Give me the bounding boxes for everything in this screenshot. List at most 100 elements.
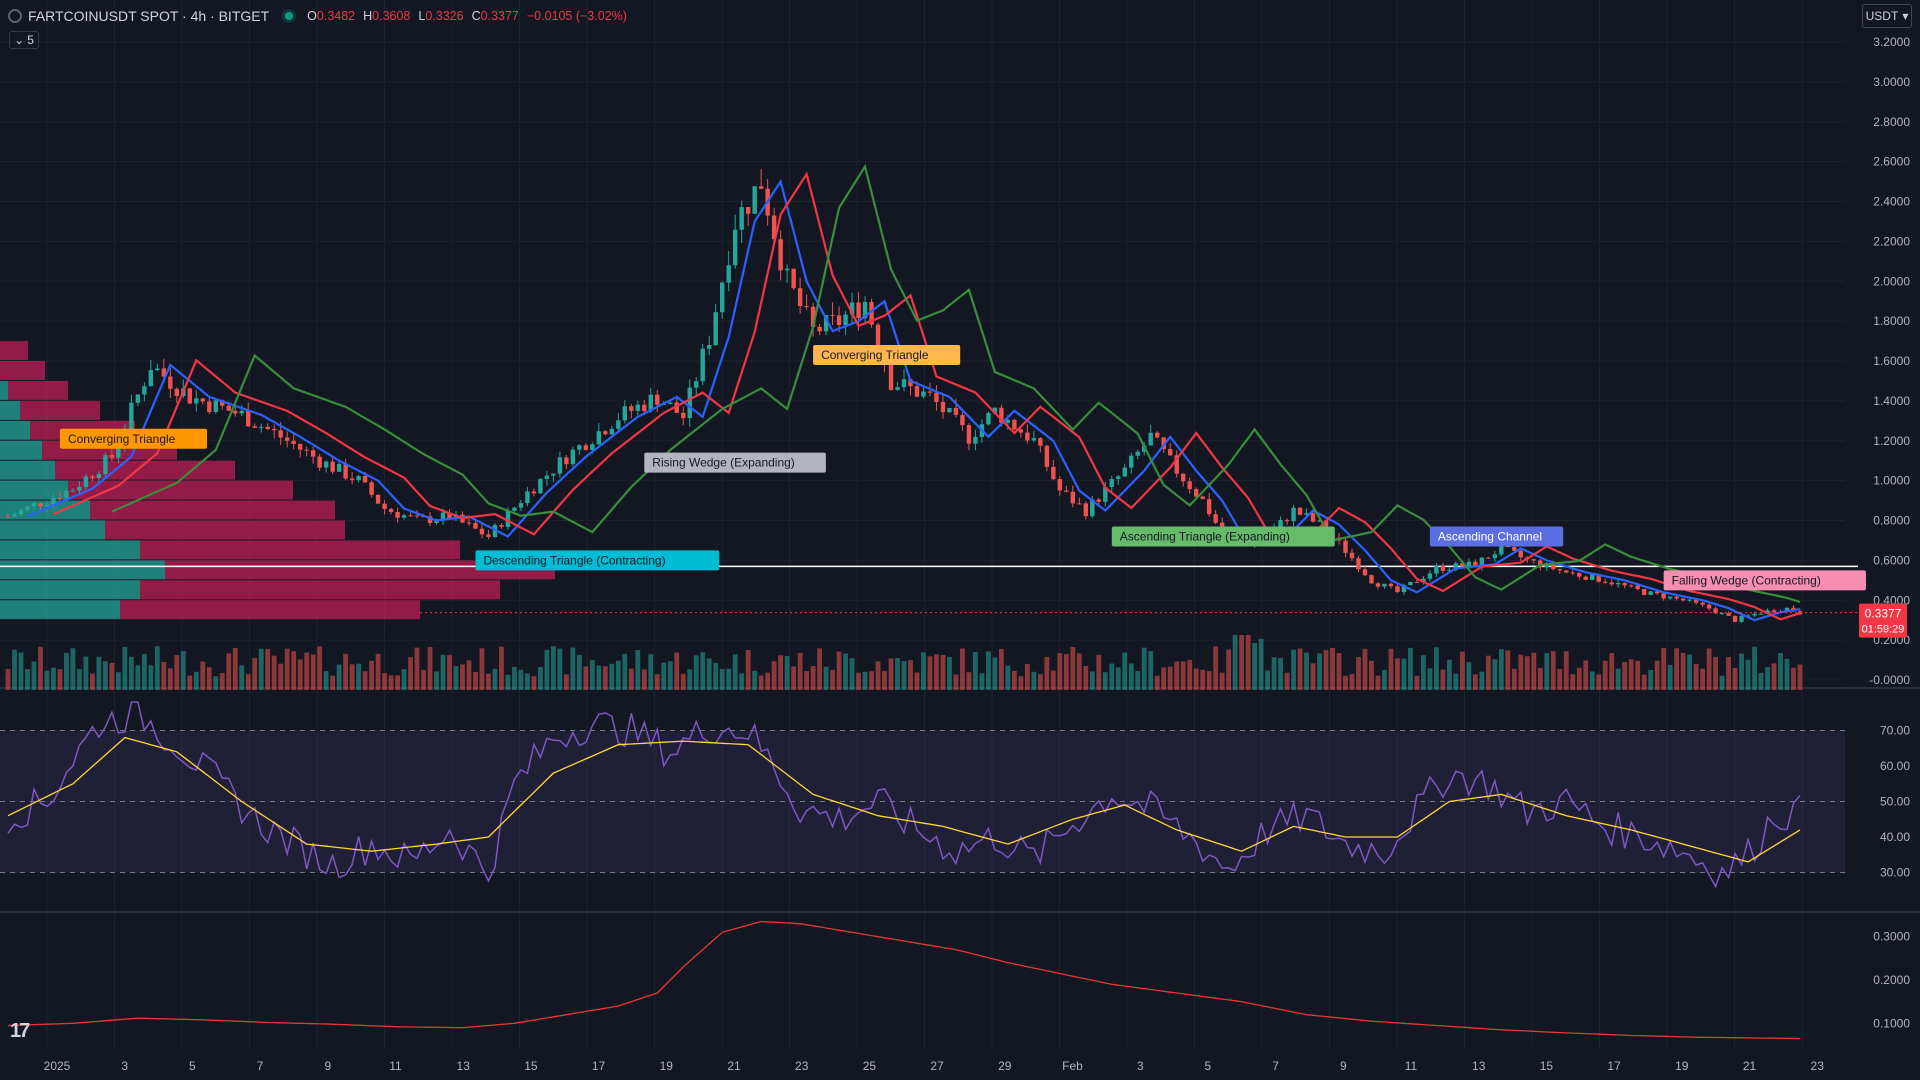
- volume-bar: [57, 669, 63, 690]
- volume-bar: [310, 654, 316, 690]
- rsi-tick-label: 30.00: [1880, 866, 1910, 880]
- candle-body: [525, 491, 530, 504]
- candle-body: [1187, 481, 1192, 490]
- candle-body: [1161, 437, 1166, 450]
- volume-bar: [1375, 675, 1381, 690]
- volume-bar: [343, 653, 349, 690]
- candle-body: [1616, 582, 1621, 585]
- volume-bar: [1583, 660, 1589, 690]
- collapse-indicators-button[interactable]: ⌄ 5: [9, 31, 39, 49]
- candle-body: [1349, 552, 1355, 559]
- pattern-label-text: Converging Triangle: [68, 432, 176, 446]
- volume-bar: [1531, 652, 1537, 690]
- candle-body: [1661, 593, 1666, 599]
- volume-bar: [77, 669, 82, 690]
- pattern-label[interactable]: Converging Triangle: [59, 428, 208, 449]
- volume-bar: [388, 675, 394, 690]
- volume-bar: [563, 674, 569, 690]
- candle-body: [1577, 572, 1582, 577]
- volume-bar: [680, 673, 686, 690]
- candle-body: [901, 379, 907, 388]
- pattern-label[interactable]: Ascending Channel: [1429, 526, 1564, 547]
- candle-body: [888, 364, 894, 390]
- candle-body: [1408, 581, 1413, 586]
- candle-body: [499, 525, 504, 527]
- candle-body: [161, 368, 167, 377]
- volume-bar: [1024, 664, 1030, 690]
- candle-body: [226, 405, 231, 411]
- volume-bar: [421, 669, 426, 690]
- time-tick-label: 17: [592, 1059, 606, 1073]
- candle-body: [252, 426, 257, 428]
- candle-body: [590, 444, 595, 450]
- time-tick-label: 7: [1272, 1059, 1279, 1073]
- volume-bar: [1563, 651, 1569, 690]
- candle-body: [518, 503, 524, 508]
- candle-body: [284, 437, 290, 441]
- pattern-label[interactable]: Descending Triangle (Contracting): [475, 550, 720, 571]
- volume-bar: [1524, 656, 1530, 690]
- countdown-value: 01:59:29: [1862, 624, 1905, 636]
- time-tick-label: 5: [189, 1059, 196, 1073]
- candle-body: [70, 490, 76, 492]
- candle-body: [1148, 432, 1153, 446]
- pattern-label-text: Ascending Triangle (Expanding): [1120, 529, 1290, 543]
- volume-bar: [979, 673, 985, 690]
- candle-body: [609, 428, 615, 435]
- volume-bar: [927, 656, 933, 690]
- pattern-label[interactable]: Ascending Triangle (Expanding): [1111, 526, 1335, 547]
- pattern-label[interactable]: Falling Wedge (Contracting): [1663, 570, 1866, 591]
- candle-body: [1752, 613, 1757, 616]
- volume-bar: [1187, 659, 1193, 690]
- time-axis[interactable]: 2025 3 5 7 9 11 13 15 17 19 21 23 25 27 29 Feb 3 5 7 9 11 13 1…: [44, 1059, 1825, 1073]
- volume-bar: [167, 668, 173, 690]
- currency-selector[interactable]: USDT ▾: [1862, 4, 1912, 28]
- price-tick-label: 1.8000: [1873, 314, 1910, 328]
- volume-bar: [64, 652, 69, 690]
- symbol-logo-icon: [8, 9, 22, 23]
- candle-body: [265, 426, 270, 429]
- volume-bar: [401, 669, 407, 690]
- volume-bar: [1102, 672, 1108, 690]
- candle-body: [908, 379, 913, 387]
- volume-bar: [817, 648, 822, 690]
- volume-bar: [641, 669, 647, 690]
- pattern-label[interactable]: Converging Triangle: [813, 345, 961, 366]
- candle-body: [447, 512, 452, 520]
- volume-bar: [1485, 655, 1491, 690]
- volume-bar: [1245, 635, 1251, 690]
- candle-body: [921, 391, 926, 397]
- volume-profile-down-bar: [105, 520, 345, 540]
- low-value: 0.3326: [425, 9, 464, 23]
- current-price-value: 0.3377: [1865, 607, 1902, 621]
- candle-body: [856, 302, 861, 319]
- candle-body: [57, 498, 63, 500]
- volume-bar: [674, 652, 680, 690]
- volume-bar: [589, 660, 595, 690]
- volume-bar: [1395, 658, 1400, 690]
- volume-bar: [38, 646, 43, 690]
- volume-bar: [1167, 666, 1173, 690]
- pattern-label-bg: [1663, 570, 1866, 591]
- volume-bar: [1622, 662, 1628, 690]
- candle-body: [1713, 608, 1718, 614]
- volume-bar: [1258, 638, 1264, 690]
- volume-bar: [934, 654, 939, 690]
- time-tick-label: 13: [457, 1059, 471, 1073]
- candle-body: [1719, 613, 1725, 615]
- volume-bar: [960, 648, 965, 690]
- volume-bar: [1498, 649, 1504, 690]
- pattern-label[interactable]: Rising Wedge (Expanding): [644, 452, 826, 473]
- candle-body: [1499, 544, 1504, 555]
- volume-bar: [317, 646, 323, 690]
- time-tick-label: 3: [1137, 1059, 1144, 1073]
- candle-body: [1168, 449, 1173, 456]
- volume-bar: [1479, 671, 1485, 690]
- price-axis[interactable]: 3.2000 3.0000 2.8000 2.6000 2.4000 2.2000 2.00…: [1869, 35, 1910, 687]
- symbol-title[interactable]: FARTCOINUSDT SPOT · 4h · BITGET: [28, 8, 270, 24]
- candle-body: [1129, 455, 1134, 468]
- candle-body: [849, 302, 855, 315]
- volume-bar: [602, 666, 608, 690]
- pattern-label-bg: [1111, 526, 1335, 547]
